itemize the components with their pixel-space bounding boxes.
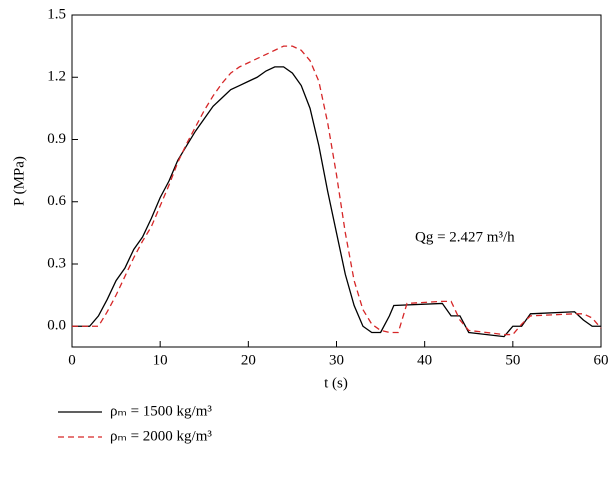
series-line (72, 66, 601, 338)
x-tick-label: 20 (241, 352, 256, 368)
series-line (72, 45, 602, 336)
y-axis-label: P (MPa) (11, 156, 27, 206)
x-tick-label: 30 (329, 352, 344, 368)
y-tick-label: 1.2 (47, 69, 66, 85)
x-tick-label: 40 (417, 352, 432, 368)
y-tick-label: 0.6 (47, 193, 66, 209)
x-tick-label: 0 (68, 352, 76, 368)
x-axis-label: t (s) (324, 375, 348, 391)
y-tick-label: 0.0 (47, 318, 66, 334)
legend-label: ρₘ = 1500 kg/m³ (110, 403, 212, 419)
x-tick-label: 60 (594, 352, 609, 368)
y-tick-label: 0.9 (47, 131, 66, 147)
y-tick-label: 1.5 (47, 6, 66, 22)
x-tick-label: 50 (505, 352, 520, 368)
plot-frame (71, 14, 602, 348)
annotation: Qg = 2.427 m³/h (415, 229, 515, 245)
y-tick-label: 0.3 (47, 255, 66, 271)
legend-label: ρₘ = 2000 kg/m³ (110, 428, 212, 444)
x-tick-label: 10 (153, 352, 168, 368)
